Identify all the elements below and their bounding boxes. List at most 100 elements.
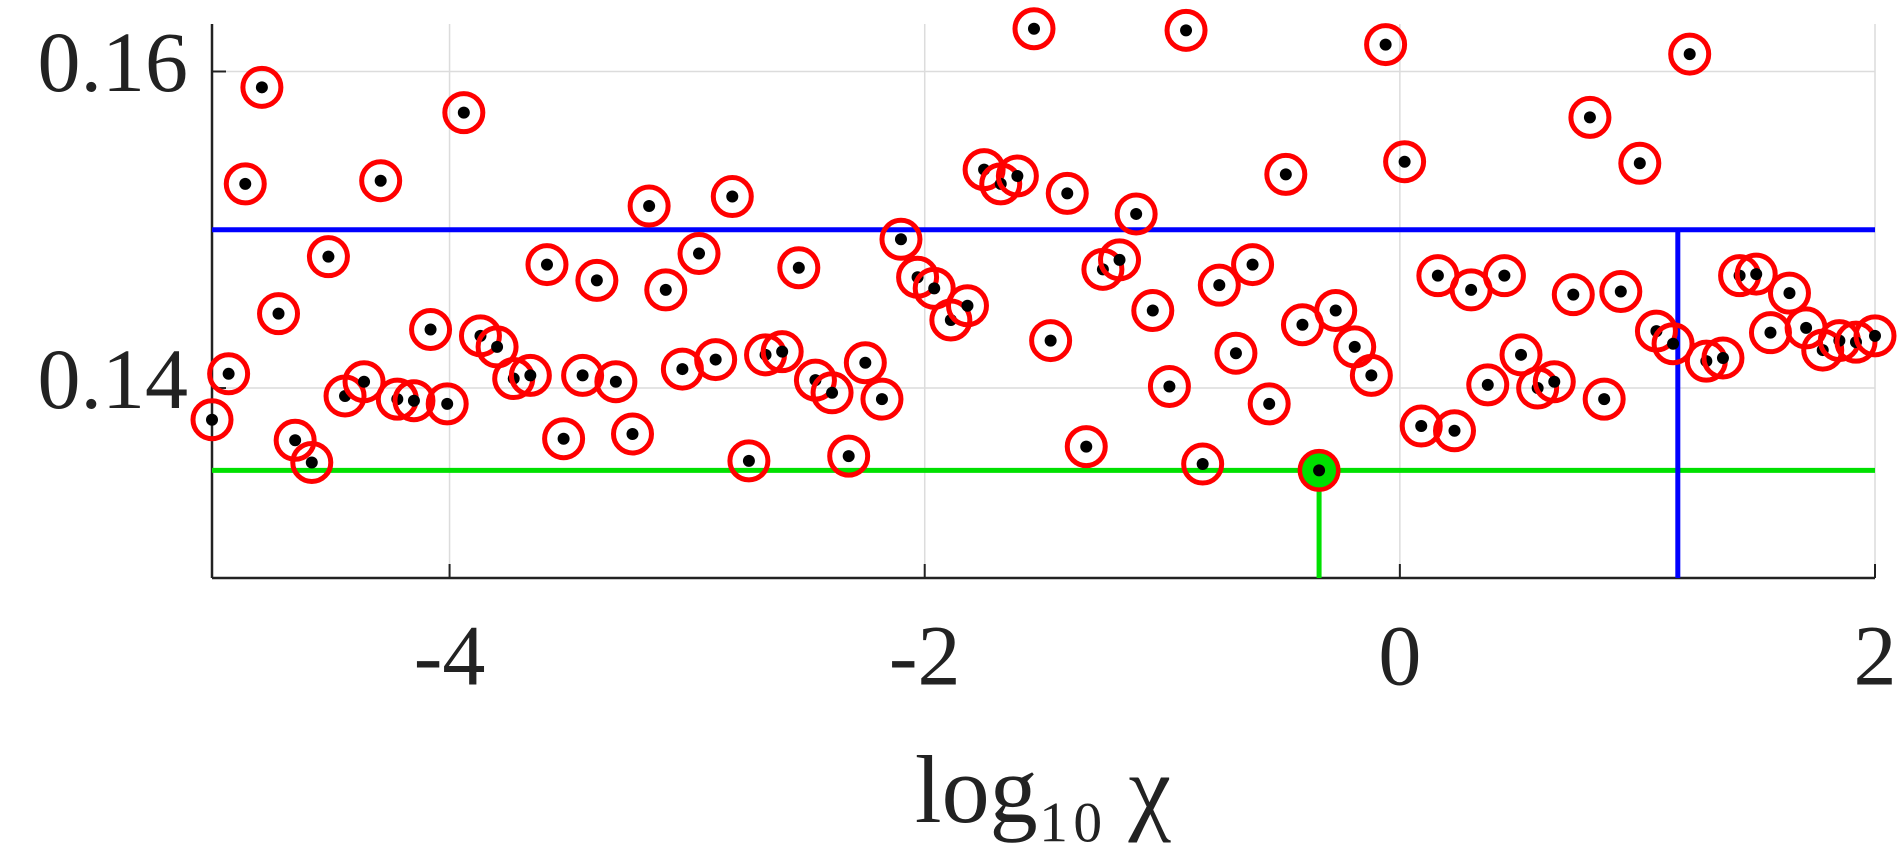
point-dot bbox=[842, 450, 855, 463]
point bbox=[409, 307, 453, 351]
point-ring bbox=[442, 91, 486, 135]
point bbox=[611, 412, 655, 456]
point bbox=[1399, 404, 1443, 448]
point-ring bbox=[627, 184, 671, 228]
y-tick-label: 0.16 bbox=[38, 14, 189, 110]
point-ring bbox=[1499, 333, 1543, 377]
point-dot bbox=[1415, 420, 1428, 433]
point bbox=[995, 154, 1039, 198]
point-dot bbox=[239, 177, 252, 190]
point-dot bbox=[693, 247, 706, 260]
point-dot bbox=[1348, 340, 1361, 353]
point-ring bbox=[810, 371, 854, 415]
point-ring bbox=[190, 398, 234, 442]
point-ring bbox=[392, 379, 436, 423]
point-ring bbox=[1029, 319, 1073, 363]
point-dot bbox=[255, 81, 268, 94]
point bbox=[1599, 270, 1643, 314]
point bbox=[359, 159, 403, 203]
point-ring bbox=[1131, 288, 1175, 332]
point-dot bbox=[1750, 268, 1763, 281]
point bbox=[1668, 32, 1712, 76]
point-dot bbox=[1633, 157, 1646, 170]
point-dot bbox=[859, 356, 872, 369]
point-ring bbox=[1551, 273, 1595, 317]
point-ring bbox=[1012, 7, 1056, 51]
point-ring bbox=[1599, 270, 1643, 314]
point-ring bbox=[777, 246, 821, 290]
point bbox=[1231, 243, 1275, 287]
point-dot bbox=[1279, 168, 1292, 181]
point-dot bbox=[358, 375, 371, 388]
point-dot bbox=[457, 106, 470, 119]
point-dot bbox=[826, 386, 839, 399]
highlight-point bbox=[1302, 453, 1337, 488]
point-ring bbox=[1582, 377, 1626, 421]
point bbox=[1349, 353, 1393, 397]
point-dot bbox=[1080, 440, 1093, 453]
point bbox=[627, 184, 671, 228]
point bbox=[1568, 95, 1612, 139]
point bbox=[240, 65, 284, 109]
point bbox=[190, 398, 234, 442]
point-dot bbox=[1764, 326, 1777, 339]
x-tick-label: 0 bbox=[1378, 608, 1421, 704]
point-dot bbox=[1431, 269, 1444, 282]
point-ring bbox=[1098, 238, 1142, 282]
point-dot bbox=[557, 432, 570, 445]
point-ring bbox=[525, 243, 569, 287]
point-dot bbox=[222, 367, 235, 380]
point-ring bbox=[290, 440, 334, 484]
point bbox=[442, 91, 486, 135]
point-ring bbox=[995, 154, 1039, 198]
point bbox=[694, 338, 738, 382]
point-ring bbox=[843, 341, 887, 385]
point-ring bbox=[257, 292, 301, 336]
point bbox=[1466, 363, 1510, 407]
point bbox=[594, 360, 638, 404]
point-ring bbox=[425, 382, 469, 426]
point bbox=[945, 284, 989, 328]
point bbox=[1181, 442, 1225, 486]
point-ring bbox=[760, 330, 804, 374]
point-ring bbox=[827, 434, 871, 478]
point bbox=[1012, 7, 1056, 51]
point-dot bbox=[643, 200, 656, 213]
point-ring bbox=[594, 360, 638, 404]
point-ring bbox=[1064, 425, 1108, 469]
point bbox=[1314, 288, 1358, 332]
point-dot bbox=[1313, 464, 1326, 477]
point-ring bbox=[1045, 171, 1089, 215]
point-ring bbox=[1231, 243, 1275, 287]
point-ring bbox=[727, 439, 771, 483]
point bbox=[1197, 263, 1241, 307]
point bbox=[392, 379, 436, 423]
point-ring bbox=[1147, 364, 1191, 408]
point-ring bbox=[1264, 152, 1308, 196]
point bbox=[1551, 273, 1595, 317]
point bbox=[525, 243, 569, 287]
point-dot bbox=[1130, 207, 1143, 220]
point-ring bbox=[1466, 363, 1510, 407]
point-dot bbox=[1061, 187, 1074, 200]
point bbox=[860, 377, 904, 421]
point-ring bbox=[1349, 353, 1393, 397]
point-ring bbox=[1297, 448, 1341, 492]
point bbox=[760, 330, 804, 374]
point bbox=[257, 292, 301, 336]
point bbox=[1532, 360, 1576, 404]
point-dot bbox=[407, 394, 420, 407]
x-tick-label: -2 bbox=[889, 608, 961, 704]
point-dot bbox=[491, 340, 504, 353]
point bbox=[1147, 364, 1191, 408]
point bbox=[306, 235, 350, 279]
point bbox=[1098, 238, 1142, 282]
point-dot bbox=[1548, 375, 1561, 388]
point-ring bbox=[561, 353, 605, 397]
point-dot bbox=[1515, 348, 1528, 361]
point bbox=[1482, 254, 1526, 298]
point-ring bbox=[611, 412, 655, 456]
point-ring bbox=[1767, 271, 1811, 315]
point bbox=[342, 360, 386, 404]
point-dot bbox=[961, 299, 974, 312]
